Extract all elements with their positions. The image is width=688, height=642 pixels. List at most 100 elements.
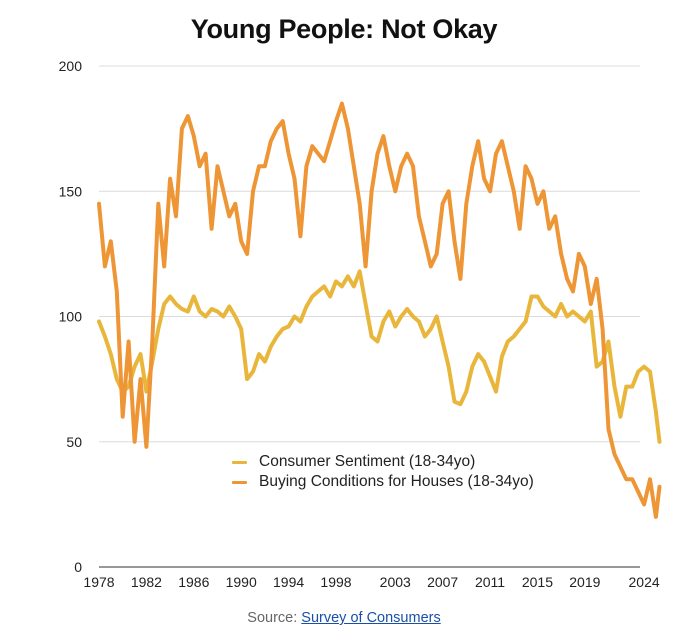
data-point-buying-conditions xyxy=(304,164,308,168)
data-point-buying-conditions xyxy=(606,427,611,431)
data-point-buying-conditions xyxy=(506,164,510,168)
x-tick-label: 1978 xyxy=(83,574,114,590)
data-point-buying-conditions xyxy=(512,189,516,193)
data-point-consumer-sentiment xyxy=(648,370,652,374)
data-point-consumer-sentiment xyxy=(239,327,243,331)
source-note: Source: Survey of Consumers xyxy=(0,610,688,626)
data-point-consumer-sentiment xyxy=(488,375,492,379)
data-point-consumer-sentiment xyxy=(559,302,563,306)
data-point-consumer-sentiment xyxy=(452,400,457,404)
data-point-buying-conditions xyxy=(340,102,344,106)
data-point-consumer-sentiment xyxy=(138,352,143,356)
source-link[interactable]: Survey of Consumers xyxy=(301,610,441,626)
data-point-consumer-sentiment xyxy=(411,314,415,319)
data-point-consumer-sentiment xyxy=(393,324,397,329)
x-tick-label: 1982 xyxy=(131,574,162,590)
data-point-consumer-sentiment xyxy=(340,284,344,288)
data-point-consumer-sentiment xyxy=(429,327,433,331)
data-point-consumer-sentiment xyxy=(186,309,190,314)
data-point-consumer-sentiment xyxy=(405,307,409,311)
data-point-buying-conditions xyxy=(458,277,462,281)
data-point-buying-conditions xyxy=(358,202,362,206)
y-tick-label: 0 xyxy=(74,559,82,575)
x-tick-label: 2007 xyxy=(427,574,458,590)
data-point-buying-conditions xyxy=(464,202,468,206)
data-point-buying-conditions xyxy=(192,134,196,138)
data-point-buying-conditions xyxy=(310,144,314,148)
data-point-consumer-sentiment xyxy=(180,307,184,311)
data-point-buying-conditions xyxy=(162,264,166,268)
data-point-consumer-sentiment xyxy=(470,365,474,369)
data-point-consumer-sentiment xyxy=(281,327,285,331)
data-point-consumer-sentiment xyxy=(535,294,540,299)
data-point-buying-conditions xyxy=(115,289,119,293)
data-point-consumer-sentiment xyxy=(156,327,160,331)
data-point-consumer-sentiment xyxy=(494,390,498,394)
data-point-buying-conditions xyxy=(482,177,486,181)
data-point-buying-conditions xyxy=(624,477,628,481)
data-point-buying-conditions xyxy=(233,202,237,206)
data-point-buying-conditions xyxy=(275,127,279,131)
chart-title: Young People: Not Okay xyxy=(190,14,498,44)
x-tick-label: 2003 xyxy=(380,574,411,590)
x-tick-label: 2024 xyxy=(629,574,660,590)
data-point-consumer-sentiment xyxy=(441,339,445,344)
data-point-consumer-sentiment xyxy=(370,334,374,339)
data-point-consumer-sentiment xyxy=(334,279,338,283)
data-point-consumer-sentiment xyxy=(529,294,534,299)
data-point-buying-conditions xyxy=(174,214,178,218)
data-point-consumer-sentiment xyxy=(287,324,291,329)
data-point-buying-conditions xyxy=(654,515,658,519)
data-point-consumer-sentiment xyxy=(133,365,137,369)
data-point-consumer-sentiment xyxy=(630,385,634,389)
x-tick-label: 1994 xyxy=(273,574,304,590)
data-point-consumer-sentiment xyxy=(97,319,101,324)
data-point-buying-conditions xyxy=(559,252,563,256)
legend-label-consumer-sentiment: Consumer Sentiment (18-34yo) xyxy=(259,453,476,470)
data-point-buying-conditions xyxy=(97,202,101,206)
data-point-buying-conditions xyxy=(133,440,137,444)
data-point-consumer-sentiment xyxy=(233,314,237,319)
data-point-consumer-sentiment xyxy=(606,339,611,344)
data-point-buying-conditions xyxy=(636,490,640,494)
data-point-consumer-sentiment xyxy=(458,402,462,406)
data-point-buying-conditions xyxy=(287,152,291,156)
data-point-buying-conditions xyxy=(452,239,457,243)
data-point-consumer-sentiment xyxy=(304,304,308,309)
data-point-consumer-sentiment xyxy=(210,307,214,311)
data-point-buying-conditions xyxy=(541,189,546,193)
data-point-buying-conditions xyxy=(571,289,575,293)
data-point-buying-conditions xyxy=(144,445,148,449)
data-point-buying-conditions xyxy=(447,189,451,193)
data-point-consumer-sentiment xyxy=(162,302,166,306)
x-tick-label: 1998 xyxy=(320,574,351,590)
y-tick-label: 150 xyxy=(59,183,83,199)
data-point-buying-conditions xyxy=(257,164,261,168)
data-point-consumer-sentiment xyxy=(144,390,148,394)
data-point-consumer-sentiment xyxy=(447,365,451,369)
data-point-consumer-sentiment xyxy=(358,269,362,273)
data-point-buying-conditions xyxy=(524,164,528,168)
data-point-consumer-sentiment xyxy=(251,370,255,374)
data-point-consumer-sentiment xyxy=(269,345,273,349)
data-point-consumer-sentiment xyxy=(322,284,326,288)
data-point-buying-conditions xyxy=(364,264,368,268)
data-point-consumer-sentiment xyxy=(512,334,516,339)
data-point-buying-conditions xyxy=(269,139,273,143)
data-point-buying-conditions xyxy=(553,214,557,218)
data-point-consumer-sentiment xyxy=(565,314,569,319)
data-point-buying-conditions xyxy=(251,189,255,193)
data-point-consumer-sentiment xyxy=(518,327,522,331)
data-point-consumer-sentiment xyxy=(435,314,439,319)
data-point-buying-conditions xyxy=(657,485,662,489)
legend-item-consumer-sentiment: Consumer Sentiment (18-34yo) xyxy=(232,452,534,472)
data-point-consumer-sentiment xyxy=(298,319,302,324)
x-tick-label: 2015 xyxy=(522,574,553,590)
data-point-buying-conditions xyxy=(494,152,498,156)
x-tick-label: 2019 xyxy=(569,574,600,590)
data-point-consumer-sentiment xyxy=(275,334,279,339)
data-point-consumer-sentiment xyxy=(595,365,599,369)
data-point-buying-conditions xyxy=(239,239,243,243)
data-point-buying-conditions xyxy=(470,164,474,168)
